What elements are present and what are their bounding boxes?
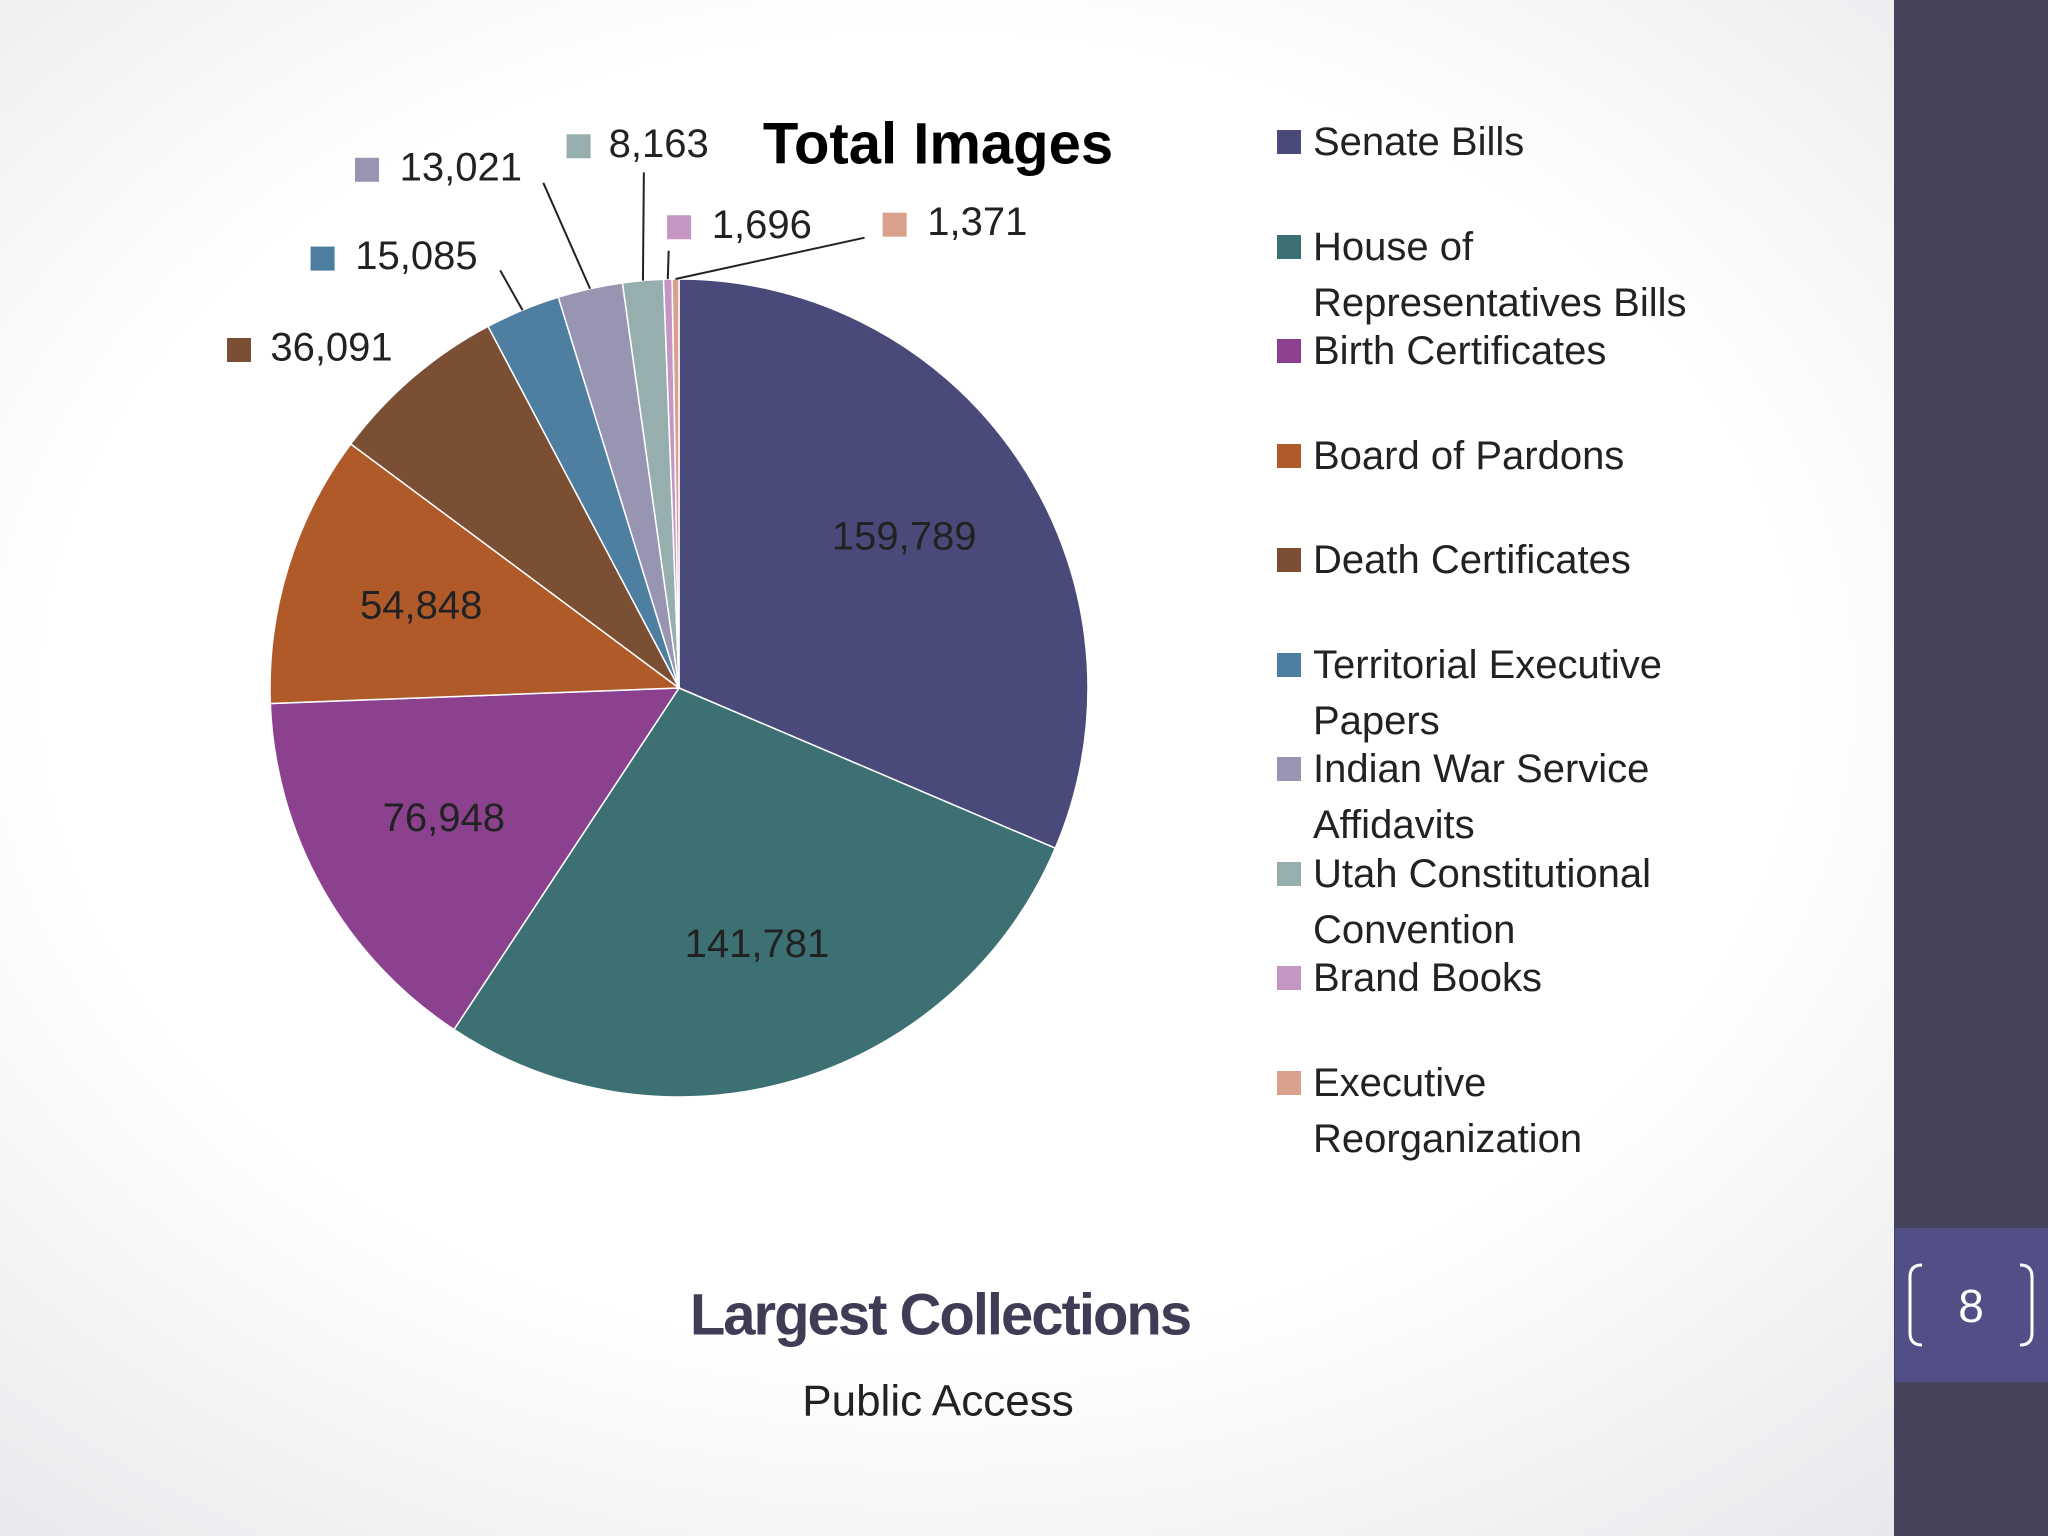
data-label: 13,021 [400, 145, 522, 189]
legend-label: Brand Books [1313, 956, 1543, 1001]
data-label: 159,789 [832, 515, 977, 559]
leader-line [641, 172, 645, 281]
data-label: 76,948 [383, 796, 505, 840]
legend-label: Birth Certificates [1313, 329, 1607, 374]
brackets [1908, 1263, 2034, 1347]
leader-line [675, 236, 865, 280]
legend-label: Death Certificates [1313, 538, 1631, 583]
legend-key [1277, 443, 1301, 468]
legend-key [1277, 130, 1301, 155]
slide-number: 8 [1958, 1280, 1984, 1332]
data-label: 141,781 [685, 922, 830, 966]
leader-line [666, 250, 670, 280]
data-label: 36,091 [270, 326, 392, 370]
legend-key [1277, 861, 1301, 886]
data-label: 8,163 [609, 122, 709, 166]
slide-title: Largest Collections [690, 1282, 1190, 1347]
pie-slice [349, 325, 680, 689]
legend-label: Senate Bills [1313, 120, 1525, 165]
legend-key [1277, 1070, 1301, 1095]
pie-slice [678, 278, 1089, 850]
leader-line [499, 269, 524, 311]
legend-label: Executive Reorganization [1313, 1060, 1583, 1161]
slide-number-box [1895, 1228, 2048, 1382]
legend-key [1277, 548, 1301, 573]
legend-label: Board of Pardons [1313, 433, 1625, 478]
chart-title: Total Images [763, 111, 1113, 176]
label-key [226, 338, 251, 363]
data-label: 1,371 [927, 200, 1027, 244]
legend-label: Territorial Executive Papers [1313, 642, 1663, 743]
legend-label: Utah Constitutional Convention [1313, 851, 1651, 952]
legend-key [1277, 339, 1301, 364]
slide-subtitle: Public Access [802, 1377, 1073, 1426]
legend-label: House of Representatives Bills [1313, 224, 1687, 325]
label-key [882, 212, 907, 237]
label-key [667, 215, 692, 240]
data-label: 54,848 [360, 584, 482, 628]
label-key [354, 157, 379, 182]
pie-slice [269, 687, 681, 1031]
label-key [566, 134, 591, 159]
legend-key [1277, 966, 1301, 991]
legend-key [1277, 652, 1301, 677]
legend-key [1277, 234, 1301, 259]
data-label: 15,085 [355, 234, 477, 278]
pie-slice [269, 442, 682, 705]
data-label: 1,696 [712, 203, 812, 247]
legend-label: Indian War Service Affidavits [1313, 747, 1650, 848]
label-key [310, 246, 335, 271]
leader-line [542, 182, 592, 290]
legend-key [1277, 757, 1301, 782]
pie-slice [452, 687, 1057, 1098]
